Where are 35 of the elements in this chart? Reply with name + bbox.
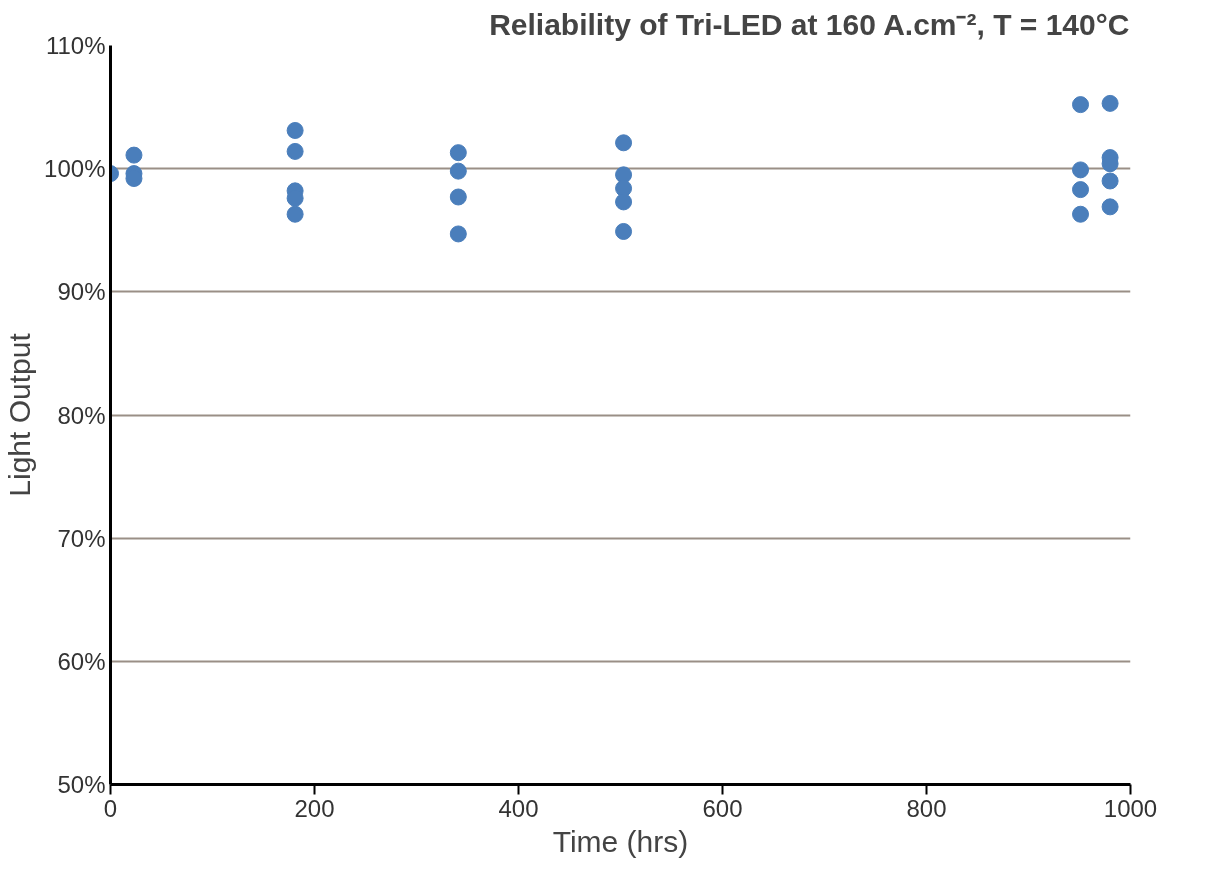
point — [286, 205, 304, 223]
point — [1101, 94, 1119, 112]
x-tick-label: 1000 — [1103, 794, 1158, 822]
point — [449, 162, 467, 180]
point — [615, 134, 633, 152]
y-tick-label: 70% — [57, 524, 106, 552]
point — [1072, 96, 1090, 114]
point — [1101, 172, 1119, 190]
point — [1072, 205, 1090, 223]
x-tick-label: 200 — [294, 794, 335, 822]
y-tick-label: 90% — [57, 278, 106, 306]
x-tick-label: 400 — [498, 794, 539, 822]
chart-title: Reliability of Tri-LED at 160 A.cm⁻², T = 140°C — [489, 7, 1130, 41]
point — [449, 225, 467, 243]
point — [286, 142, 304, 160]
point — [449, 144, 467, 162]
y-tick-label: 60% — [57, 647, 106, 675]
point — [1072, 161, 1090, 179]
x-tick-label: 800 — [906, 794, 947, 822]
y-tick-label: 100% — [44, 155, 106, 183]
point — [286, 122, 304, 139]
y-tick-label: 110% — [45, 32, 106, 59]
point — [615, 179, 633, 197]
y-tick-label: 80% — [57, 401, 106, 429]
point — [1101, 198, 1119, 216]
point — [125, 146, 143, 164]
point — [615, 223, 633, 240]
point — [615, 193, 633, 211]
x-tick-label: 600 — [702, 794, 743, 822]
x-axis-title: Time (hrs) — [552, 824, 689, 858]
y-axis-title: Light Output — [3, 332, 37, 497]
point — [1072, 181, 1090, 199]
y-tick-label: 50% — [57, 771, 106, 798]
point — [449, 188, 467, 206]
x-tick-label: 0 — [103, 794, 118, 822]
